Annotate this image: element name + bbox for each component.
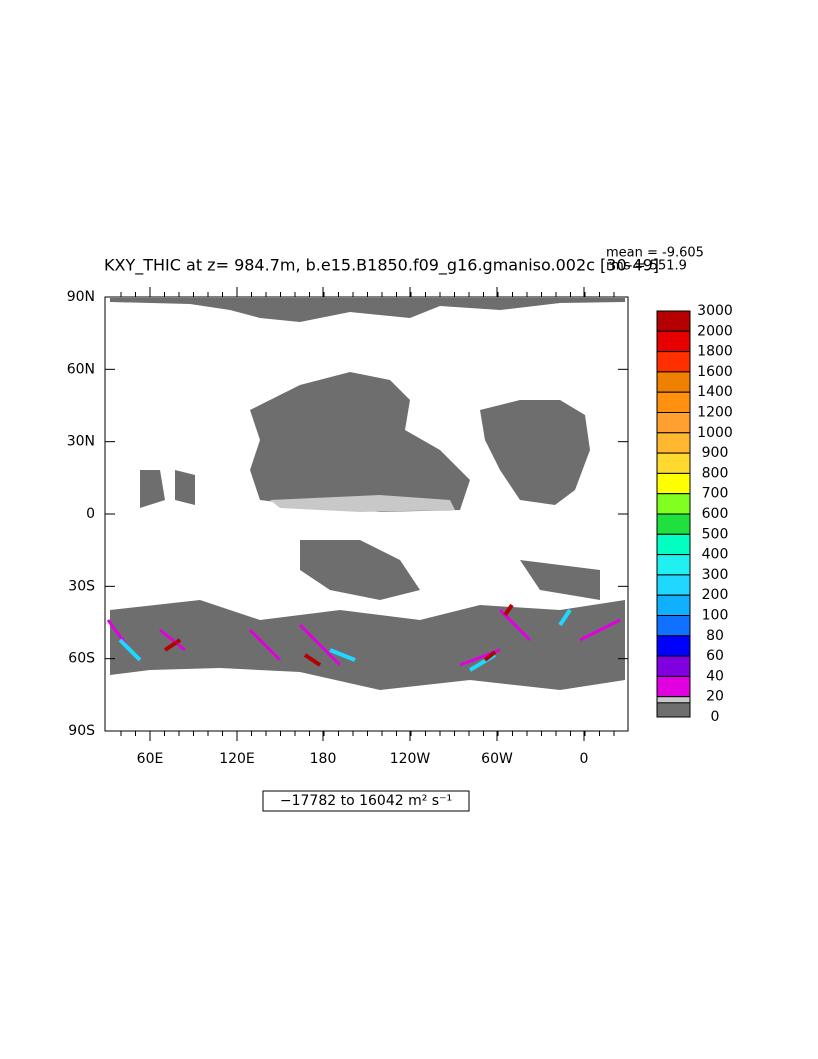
colorbar-label: 40 — [706, 668, 724, 684]
colorbar-label: 1200 — [697, 405, 733, 421]
colorbar-box — [656, 330, 691, 353]
colorbar-box — [656, 513, 691, 535]
pacific-field — [250, 372, 470, 512]
colorbar-box — [656, 391, 691, 414]
lat-label: 0 — [86, 506, 95, 522]
southern-field — [110, 600, 625, 690]
colorbar-label: 2000 — [697, 323, 733, 339]
lon-label: 60E — [137, 751, 164, 767]
colorbar-box — [656, 351, 691, 373]
colorbar-label: 500 — [702, 526, 729, 542]
colorbar-label: 700 — [702, 486, 729, 502]
colorbar-label: 800 — [702, 465, 729, 481]
colorbar-label: 1800 — [697, 344, 733, 360]
colorbar-box — [656, 432, 691, 454]
lat-label: 90S — [68, 723, 95, 739]
colorbar-box — [656, 675, 691, 698]
lat-label: 30N — [67, 434, 95, 450]
colorbar-box — [656, 412, 691, 434]
indian-north-field — [140, 470, 195, 508]
atlantic-field — [480, 400, 590, 505]
colorbar-label: 3000 — [697, 303, 733, 319]
colorbar-box — [656, 615, 691, 637]
lon-label: 60W — [481, 751, 513, 767]
colorbar-label: 300 — [702, 567, 729, 583]
title: KXY_THIC at z= 984.7m, b.e15.B1850.f09_g… — [104, 256, 659, 276]
range-box — [262, 790, 470, 812]
colorbar-box — [656, 574, 691, 596]
colorbar-box — [656, 493, 691, 515]
colorbar-box — [656, 472, 691, 495]
lon-label: 0 — [580, 751, 589, 767]
colorbar-box — [656, 533, 691, 556]
strong-field — [118, 608, 572, 672]
colorbar-label: 400 — [702, 547, 729, 563]
colorbar-label: 600 — [702, 506, 729, 522]
colorbar-label: 80 — [706, 628, 724, 644]
range-label: −17782 to 16042 m² s⁻¹ — [280, 793, 452, 809]
arctic-field — [110, 298, 625, 322]
lat-label: 60S — [68, 651, 95, 667]
colorbar-box — [656, 655, 691, 677]
colorbar-box — [656, 310, 691, 332]
lat-label: 90N — [67, 289, 95, 305]
colorbar-label: 20 — [706, 689, 724, 705]
colorbar-label: 100 — [702, 608, 729, 624]
strong-field — [106, 608, 621, 667]
colorbar-label: 0 — [711, 709, 720, 725]
colorbar-box — [656, 594, 691, 617]
colorbar-label: 900 — [702, 445, 729, 461]
lat-label: 30S — [68, 578, 95, 594]
southern-mid-field — [300, 540, 600, 600]
lon-label: 120E — [219, 751, 255, 767]
mean-label: mean = -9.605 — [606, 246, 704, 261]
peak-field — [163, 603, 514, 667]
rms-label: rms = 551.9 — [606, 259, 687, 274]
colorbar-label: 1400 — [697, 384, 733, 400]
colorbar-box — [656, 371, 691, 393]
colorbar-label: 200 — [702, 587, 729, 603]
colorbar-box — [656, 635, 691, 657]
colorbar-box — [656, 452, 691, 474]
colorbar-label: 60 — [706, 648, 724, 664]
lat-label: 60N — [67, 361, 95, 377]
colorbar-label: 1600 — [697, 364, 733, 380]
colorbar-box — [656, 702, 691, 718]
map-fields — [106, 298, 625, 690]
pacific-band — [270, 495, 455, 512]
colorbar-label: 1000 — [697, 425, 733, 441]
lon-label: 120W — [390, 751, 431, 767]
colorbar-box — [656, 554, 691, 576]
lon-label: 180 — [310, 751, 337, 767]
